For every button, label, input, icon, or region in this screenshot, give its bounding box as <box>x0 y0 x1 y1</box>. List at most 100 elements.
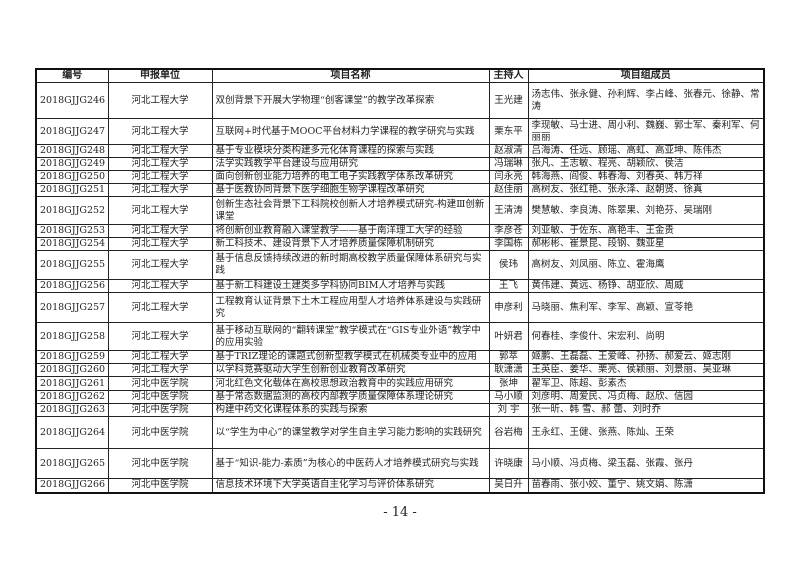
cell-members: 郝彬彬、崔景昆、段钢、魏亚星 <box>527 237 765 251</box>
cell-host: 赵佳丽 <box>488 183 529 197</box>
cell-host: 王光建 <box>488 82 529 119</box>
cell-name: 基于信息反馈持续改进的新时期高校教学质量保障体系研究与实践 <box>211 250 490 280</box>
cell-unit: 河北工程大学 <box>107 363 213 377</box>
cell-unit: 河北工程大学 <box>107 237 213 251</box>
cell-members: 黄伟建、黄远、杨铮、胡亚欣、周威 <box>527 279 765 293</box>
table-row: 2018GJJG247 河北工程大学 互联网+时代基于MOOC平台材料力学课程的教学… <box>35 118 765 145</box>
table-row: 2018GJJG253 河北工程大学 将创新创业教育融入课堂教学——基于南洋理工大学… <box>35 224 765 238</box>
cell-name: 构建中药文化课程体系的实践与探索 <box>211 403 490 417</box>
cell-members: 王英臣、姜华、栗亮、侯颖丽、刘景丽、吴亚琳 <box>527 363 765 377</box>
cell-host: 闫永亮 <box>488 170 529 184</box>
table-row: 2018GJJG258 河北工程大学 基于移动互联网的“翻转课堂”教学模式在“GIS… <box>35 322 765 351</box>
cell-id: 2018GJJG257 <box>35 292 109 323</box>
cell-members: 王永红、王健、张燕、陈灿、王荣 <box>527 416 765 449</box>
cell-name: 基于移动互联网的“翻转课堂”教学模式在“GIS专业外语”教学中的应用实验 <box>211 322 490 351</box>
table-header: 编号 申报单位 项目名称 主持人 项目组成员 <box>35 68 765 83</box>
cell-unit: 河北工程大学 <box>107 82 213 119</box>
cell-members: 马晓丽、焦利军、李军、高颖、宣苓艳 <box>527 292 765 323</box>
table-row: 2018GJJG252 河北工程大学 创新生态社会背景下工科院校创新人才培养模式研究… <box>35 196 765 225</box>
cell-members: 刘亚敏、于佐东、高艳丰、王金贵 <box>527 224 765 238</box>
cell-host: 冯瑞琳 <box>488 157 529 171</box>
cell-name: 信息技术环境下大学英语自主化学习与评价体系研究 <box>211 478 490 493</box>
cell-unit: 河北中医学院 <box>107 478 213 493</box>
table-row: 2018GJJG254 河北工程大学 新工科技术、建设背景下人才培养质量保障机制研究… <box>35 237 765 251</box>
cell-id: 2018GJJG256 <box>35 279 109 293</box>
cell-name: 法学实践教学平台建设与应用研究 <box>211 157 490 171</box>
cell-members: 吕海涛、任远、顾瑶、高虹、高亚坤、陈伟杰 <box>527 144 765 158</box>
cell-unit: 河北工程大学 <box>107 322 213 351</box>
table-row: 2018GJJG266 河北中医学院 信息技术环境下大学英语自主化学习与评价体系研究… <box>35 478 765 493</box>
cell-id: 2018GJJG251 <box>35 183 109 197</box>
cell-unit: 河北中医学院 <box>107 416 213 449</box>
cell-unit: 河北工程大学 <box>107 170 213 184</box>
cell-id: 2018GJJG266 <box>35 478 109 493</box>
table-row: 2018GJJG260 河北工程大学 以学科竞赛驱动大学生创新创业教育改革研究 耿潇潇… <box>35 363 765 377</box>
table-row: 2018GJJG262 河北中医学院 基于常态数据监测的高校内部教学质量保障体系理论… <box>35 390 765 404</box>
page-number: - 14 - <box>383 505 417 520</box>
cell-unit: 河北工程大学 <box>107 157 213 171</box>
cell-id: 2018GJJG262 <box>35 390 109 404</box>
table-row: 2018GJJG257 河北工程大学 工程教育认证背景下土木工程应用型人才培养体系建… <box>35 292 765 323</box>
cell-host: 刘 宇 <box>488 403 529 417</box>
cell-members: 高树友、张红艳、张永泽、赵朝贤、徐真 <box>527 183 765 197</box>
cell-id: 2018GJJG247 <box>35 118 109 145</box>
cell-unit: 河北工程大学 <box>107 183 213 197</box>
cell-host: 叶妍君 <box>488 322 529 351</box>
cell-name: 将创新创业教育融入课堂教学——基于南洋理工大学的经验 <box>211 224 490 238</box>
cell-members: 韩海燕、阎俊、韩春海、刘春英、韩万祥 <box>527 170 765 184</box>
cell-id: 2018GJJG246 <box>35 82 109 119</box>
cell-name: 工程教育认证背景下土木工程应用型人才培养体系建设与实践研究 <box>211 292 490 323</box>
header-name: 项目名称 <box>211 68 490 83</box>
cell-unit: 河北工程大学 <box>107 292 213 323</box>
cell-name: 基于专业模块分类构建多元化体育课程的探索与实践 <box>211 144 490 158</box>
cell-id: 2018GJJG260 <box>35 363 109 377</box>
header-host: 主持人 <box>488 68 529 83</box>
table-row: 2018GJJG248 河北工程大学 基于专业模块分类构建多元化体育课程的探索与实践… <box>35 144 765 158</box>
cell-name: 以“学生为中心”的课堂教学对学生自主学习能力影响的实践研究 <box>211 416 490 449</box>
cell-members: 张凡、王志敏、程亮、胡颖欣、侯洁 <box>527 157 765 171</box>
header-id: 编号 <box>35 68 109 83</box>
cell-host: 马小顺 <box>488 390 529 404</box>
cell-host: 郭萃 <box>488 350 529 364</box>
cell-name: 互联网+时代基于MOOC平台材料力学课程的教学研究与实践 <box>211 118 490 145</box>
table-row: 2018GJJG256 河北工程大学 基于新工科建设土建类多学科协同BIM人才培养与… <box>35 279 765 293</box>
table-row: 2018GJJG259 河北工程大学 基于TRIZ理论的课题式创新型教学模式在机械类… <box>35 350 765 364</box>
cell-host: 李国栋 <box>488 237 529 251</box>
cell-id: 2018GJJG258 <box>35 322 109 351</box>
cell-unit: 河北工程大学 <box>107 118 213 145</box>
table-row: 2018GJJG250 河北工程大学 面向创新创业能力培养的电工电子实践教学体系改革… <box>35 170 765 184</box>
table-row: 2018GJJG264 河北中医学院 以“学生为中心”的课堂教学对学生自主学习能力影… <box>35 416 765 449</box>
cell-unit: 河北中医学院 <box>107 376 213 391</box>
cell-members: 马小顺、冯贞梅、梁玉磊、张霞、张丹 <box>527 448 765 479</box>
cell-unit: 河北中医学院 <box>107 403 213 417</box>
cell-host: 栗东平 <box>488 118 529 145</box>
cell-id: 2018GJJG265 <box>35 448 109 479</box>
cell-members: 张一昕、韩 雪、郝 蕾、刘时乔 <box>527 403 765 417</box>
cell-host: 许晓康 <box>488 448 529 479</box>
cell-name: 面向创新创业能力培养的电工电子实践教学体系改革研究 <box>211 170 490 184</box>
cell-id: 2018GJJG253 <box>35 224 109 238</box>
cell-unit: 河北工程大学 <box>107 224 213 238</box>
cell-members: 樊慧敏、李良涛、陈翠果、刘艳芬、吴瑞刚 <box>527 196 765 225</box>
cell-id: 2018GJJG264 <box>35 416 109 449</box>
header-members: 项目组成员 <box>527 68 765 83</box>
cell-members: 姬鹏、王磊磊、王爱峰、孙扬、郝爱云、姬志刚 <box>527 350 765 364</box>
cell-members: 汤志伟、张永健、孙利辉、李占峰、张春元、徐静、常涛 <box>527 82 765 119</box>
cell-host: 谷岩梅 <box>488 416 529 449</box>
cell-members: 刘彦明、周爱民、冯贞梅、赵欣、信园 <box>527 390 765 404</box>
cell-host: 王清涛 <box>488 196 529 225</box>
cell-host: 张坤 <box>488 376 529 391</box>
cell-name: 创新生态社会背景下工科院校创新人才培养模式研究-构建Ⅲ创新课堂 <box>211 196 490 225</box>
cell-name: 以学科竞赛驱动大学生创新创业教育改革研究 <box>211 363 490 377</box>
cell-name: 基于医教协同背景下医学细胞生物学课程改革研究 <box>211 183 490 197</box>
cell-name: 河北红色文化载体在高校思想政治教育中的实践应用研究 <box>211 376 490 391</box>
table-row: 2018GJJG265 河北中医学院 基于“知识-能力-素质”为核心的中医药人才培养… <box>35 448 765 479</box>
cell-id: 2018GJJG261 <box>35 376 109 391</box>
cell-unit: 河北中医学院 <box>107 390 213 404</box>
table-row: 2018GJJG255 河北工程大学 基于信息反馈持续改进的新时期高校教学质量保障体… <box>35 250 765 280</box>
cell-name: 新工科技术、建设背景下人才培养质量保障机制研究 <box>211 237 490 251</box>
cell-unit: 河北工程大学 <box>107 279 213 293</box>
cell-members: 高树友、刘凤丽、陈立、霍海鹰 <box>527 250 765 280</box>
table-row: 2018GJJG249 河北工程大学 法学实践教学平台建设与应用研究 冯瑞琳 张凡、王志… <box>35 157 765 171</box>
cell-members: 何春桂、李俊什、宋宏利、尚明 <box>527 322 765 351</box>
